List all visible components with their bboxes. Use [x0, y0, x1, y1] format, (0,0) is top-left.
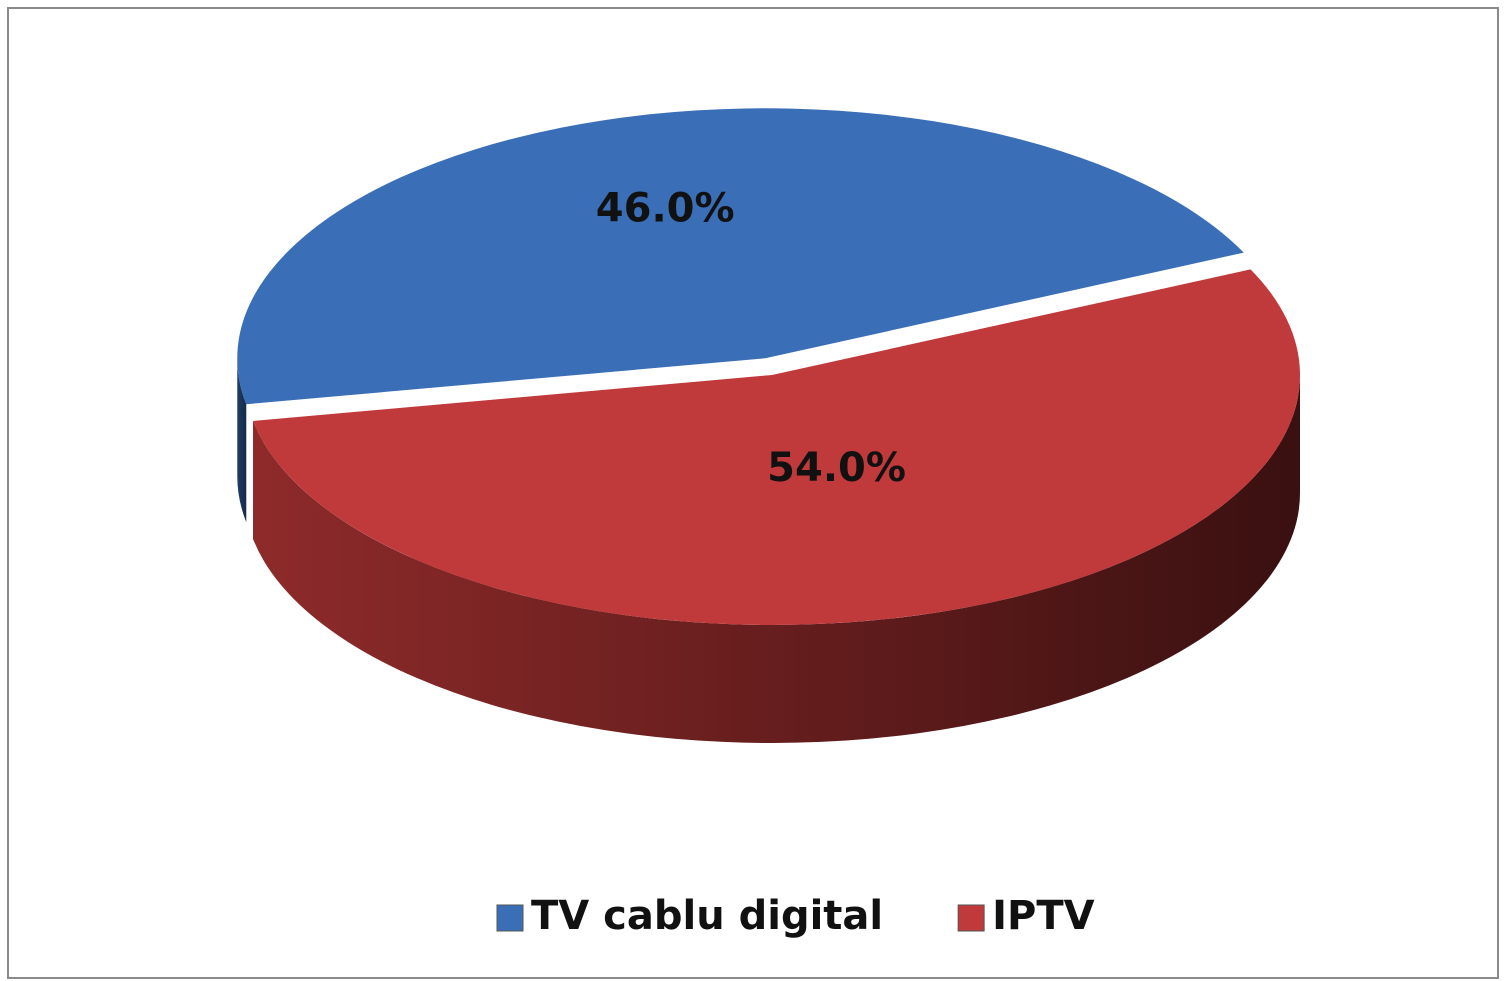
- legend-swatch: [957, 904, 985, 932]
- slice: [253, 269, 1300, 625]
- pie: 46.0% 54.0%: [237, 108, 1300, 744]
- data-label: 54.0%: [767, 445, 906, 491]
- slice-side: [237, 358, 247, 523]
- legend-label: IPTV: [992, 893, 1094, 939]
- data-label: 46.0%: [596, 186, 735, 232]
- slice-side: [253, 375, 1300, 744]
- slice: [237, 108, 1244, 405]
- legend-label: TV cablu digital: [531, 893, 883, 939]
- legend-swatch: [496, 904, 524, 932]
- legend: TV cablu digital IPTV: [496, 893, 1095, 939]
